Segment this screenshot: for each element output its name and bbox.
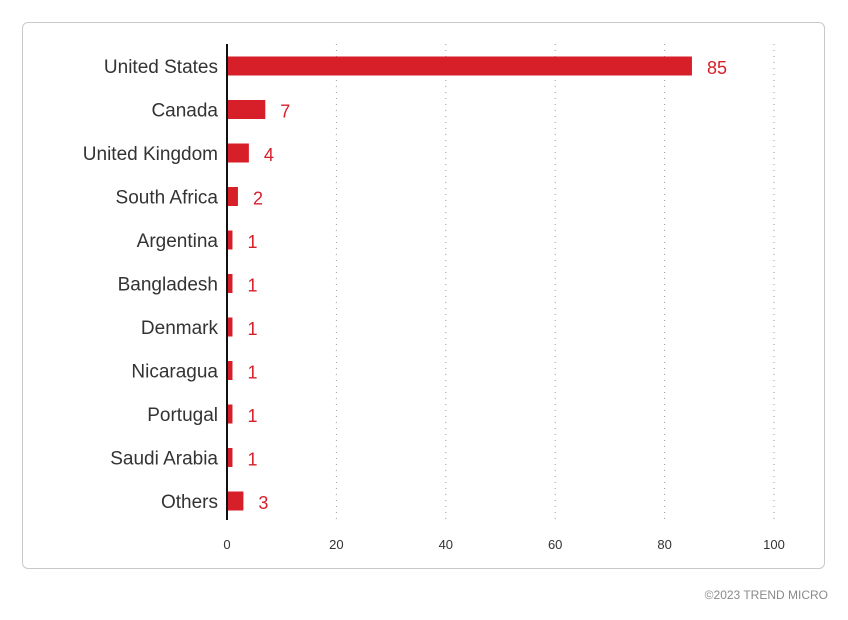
category-label: Saudi Arabia [110,449,218,470]
category-label: United Kingdom [83,144,218,165]
category-label: Denmark [141,318,219,339]
bar [227,100,266,119]
chart-frame [22,22,825,569]
value-label: 1 [247,363,257,383]
bar [227,491,244,511]
category-label: Argentina [137,231,219,252]
copyright-text: ©2023 TREND MICRO [704,588,828,602]
bar [227,448,233,467]
bar [227,274,233,293]
value-label: 1 [247,319,257,339]
x-tick-label: 100 [763,537,785,552]
bar [227,143,249,163]
category-label: Nicaragua [131,362,218,383]
bar [227,317,233,337]
value-label: 7 [280,102,290,122]
x-tick-labels: 0 20 40 60 80 100 [223,537,784,552]
value-label: 2 [253,189,263,209]
category-label: United States [104,57,218,78]
category-label: Others [161,492,218,513]
grid-lines [335,44,775,520]
x-tick-label: 0 [223,537,230,552]
bar [227,361,233,380]
value-label: 1 [247,450,257,470]
category-label: Canada [151,101,218,122]
value-label: 1 [247,406,257,426]
value-label: 1 [247,232,257,252]
x-tick-label: 40 [439,537,453,552]
bar [227,56,692,76]
value-label: 4 [264,145,274,165]
bars [227,56,692,511]
bar [227,404,233,424]
x-tick-label: 80 [657,537,671,552]
value-label: 3 [258,493,268,513]
category-label: Bangladesh [118,275,218,296]
category-label: South Africa [116,188,219,209]
value-label: 85 [707,58,727,78]
bar [227,230,233,250]
x-tick-label: 60 [548,537,562,552]
value-label: 1 [247,276,257,296]
x-tick-label: 20 [329,537,343,552]
bar [227,187,238,206]
value-labels: 85 7 4 2 1 1 1 1 1 1 3 [247,58,727,513]
category-label: Portugal [147,405,218,426]
category-labels: United States Canada United Kingdom South A… [83,57,219,513]
